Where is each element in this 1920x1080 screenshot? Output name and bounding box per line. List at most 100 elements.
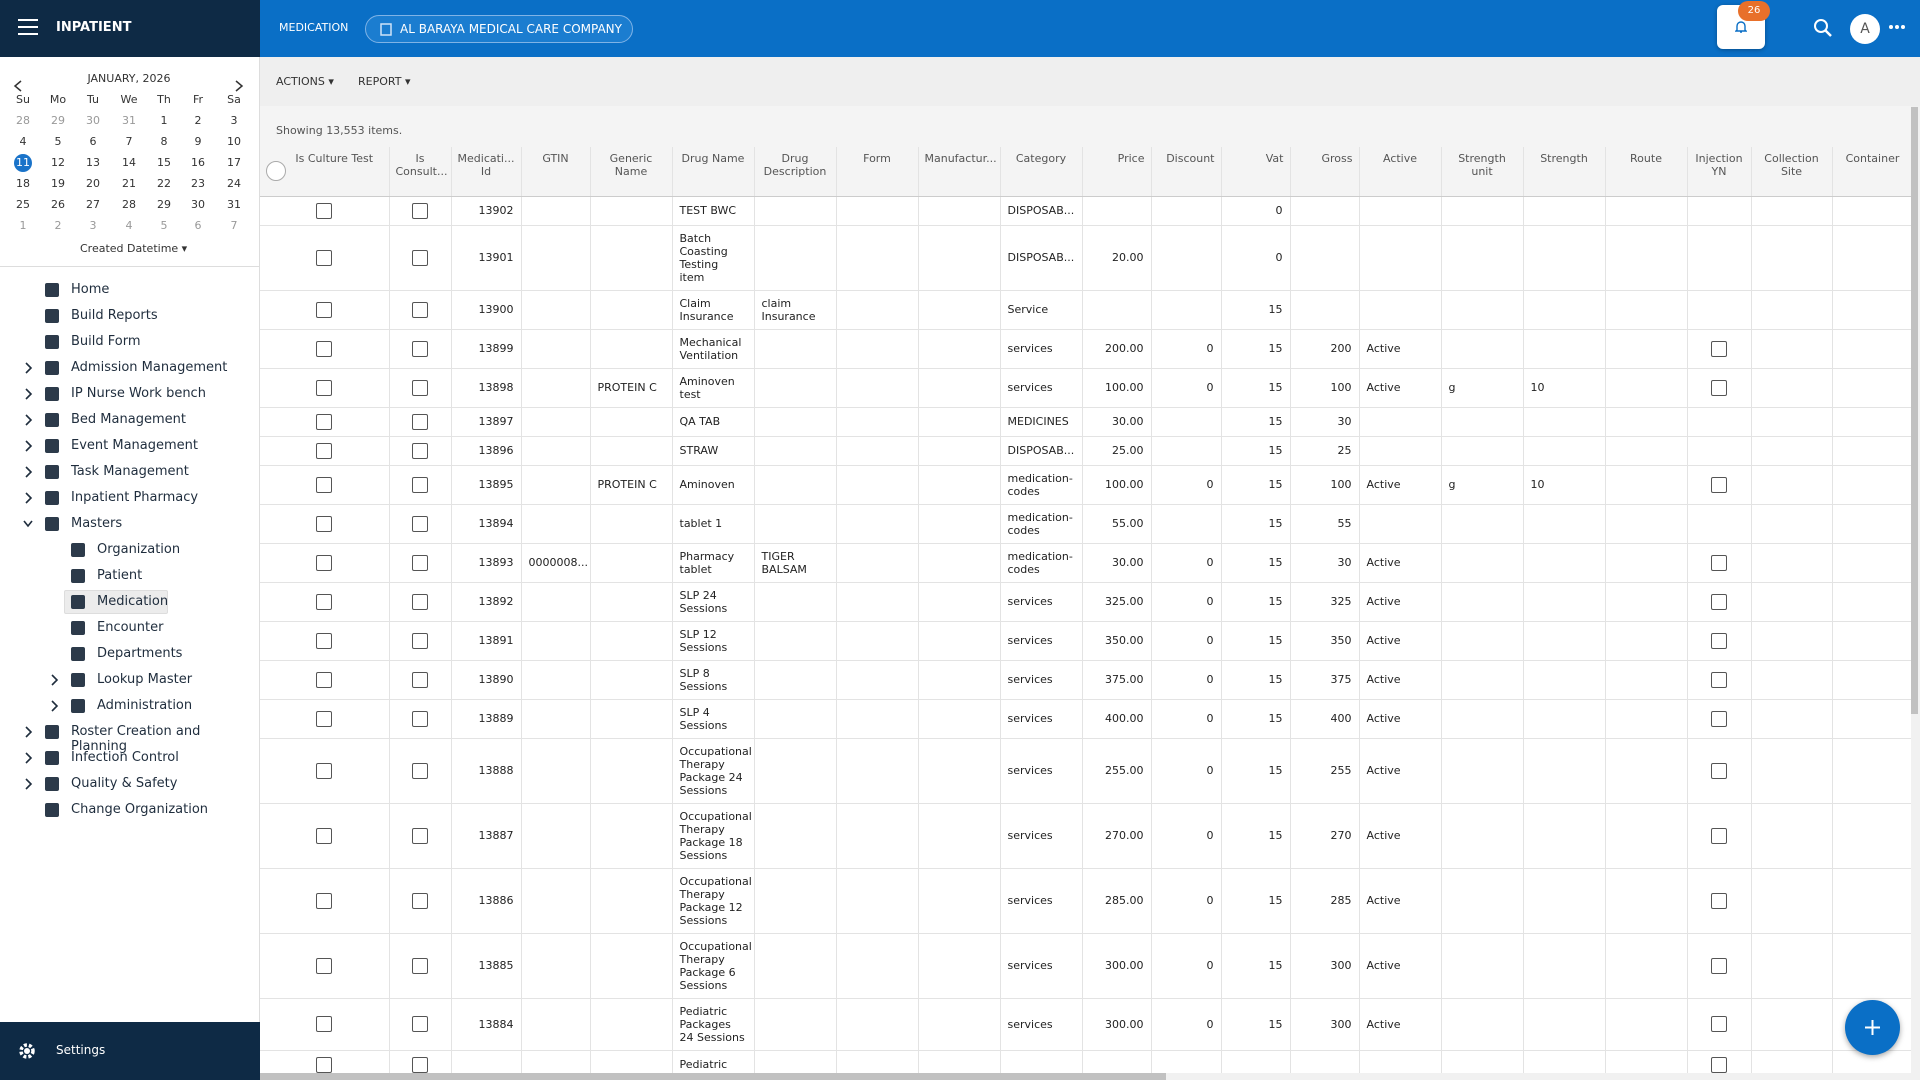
calendar-day[interactable]: 3 [89,219,97,232]
nav-item[interactable]: Infection Control [0,745,260,771]
table-row[interactable]: 13892 SLP 24 Sessions services 325.00 0 15 325… [260,582,1911,622]
table-row[interactable]: 13890 SLP 8 Sessions services 375.00 0 15 375 A… [260,660,1911,700]
checkbox[interactable] [412,442,428,459]
checkbox[interactable] [412,892,428,909]
column-header[interactable]: Active [1359,147,1442,197]
calendar-day[interactable]: 3 [230,114,238,127]
nav-item[interactable]: Masters [0,511,260,537]
table-row[interactable]: 13900 Claim Insurance claim Insurance Servi… [260,290,1911,330]
nav-item[interactable]: Encounter [0,615,260,641]
nav-item[interactable]: Task Management [0,459,260,485]
column-header[interactable]: Collection Site [1751,147,1833,197]
calendar-day[interactable]: 9 [194,135,202,148]
checkbox[interactable] [316,554,333,571]
sort-dropdown[interactable]: Created Datetime ▾ [80,242,188,255]
checkbox[interactable] [316,762,333,779]
table-row[interactable]: 13895 PROTEIN C Aminoven medication-codes 10… [260,465,1911,505]
column-header[interactable]: Vat [1221,147,1291,197]
checkbox[interactable] [412,476,428,493]
checkbox[interactable] [316,632,333,649]
add-button[interactable] [1845,1000,1900,1055]
checkbox[interactable] [412,710,428,727]
checkbox[interactable] [1711,957,1727,974]
nav-item[interactable]: Home [0,277,260,303]
checkbox[interactable] [412,554,428,571]
calendar-day[interactable]: 30 [86,114,100,127]
calendar-day[interactable]: 7 [230,219,238,232]
checkbox[interactable] [412,249,428,266]
checkbox[interactable] [1711,710,1727,727]
select-all[interactable] [266,161,286,181]
nav-expander[interactable] [23,388,33,400]
calendar-day[interactable]: 2 [54,219,62,232]
column-header[interactable]: Price [1082,147,1152,197]
column-header[interactable]: Route [1605,147,1688,197]
checkbox[interactable] [316,957,333,974]
nav-item[interactable]: Administration [0,693,260,719]
company-pill[interactable]: AL BARAYA MEDICAL CARE COMPANY [365,15,633,43]
table-row[interactable]: 13885 Occupational Therapy Package 6 Sess… [260,933,1911,999]
table-row[interactable]: 13902 TEST BWC DISPOSAB... 0 [260,196,1911,226]
calendar-day[interactable]: 16 [191,156,205,169]
checkbox[interactable] [1711,340,1727,357]
nav-item[interactable]: Lookup Master [0,667,260,693]
calendar-day[interactable]: 31 [122,114,136,127]
column-header[interactable]: Category [1000,147,1083,197]
checkbox[interactable] [316,1056,333,1073]
calendar-day[interactable]: 21 [122,177,136,190]
table-row[interactable]: 13886 Occupational Therapy Package 12 Ses… [260,868,1911,934]
calendar-day[interactable]: 8 [160,135,168,148]
checkbox[interactable] [316,202,333,219]
avatar[interactable]: A [1850,14,1880,44]
calendar-day[interactable]: 26 [51,198,65,211]
calendar-day[interactable]: 14 [122,156,136,169]
calendar-day[interactable]: 28 [16,114,30,127]
column-header[interactable]: Container [1832,147,1911,197]
calendar-day[interactable]: 30 [191,198,205,211]
calendar-day[interactable]: 12 [51,156,65,169]
column-header[interactable]: Medicati... Id [451,147,522,197]
table-row[interactable]: 13893 0000008... Pharmacy tablet TIGER BALS… [260,543,1911,583]
table-row[interactable]: 13888 Occupational Therapy Package 24 Ses… [260,738,1911,804]
nav-item[interactable]: Medication [0,589,260,615]
checkbox[interactable] [316,379,333,396]
nav-expander[interactable] [23,466,33,478]
actions-menu[interactable]: ACTIONS ▾ [276,75,334,88]
checkbox[interactable] [316,710,333,727]
checkbox[interactable] [316,301,333,318]
checkbox[interactable] [412,593,428,610]
nav-expander[interactable] [23,414,33,426]
checkbox[interactable] [316,593,333,610]
column-header[interactable]: Strength [1523,147,1606,197]
checkbox[interactable] [412,827,428,844]
calendar-day[interactable]: 6 [194,219,202,232]
column-header[interactable]: Strength unit [1441,147,1524,197]
checkbox[interactable] [1711,554,1727,571]
nav-item[interactable]: Roster Creation and Planning [0,719,260,754]
checkbox[interactable] [1711,379,1727,396]
checkbox[interactable] [412,671,428,688]
checkbox[interactable] [412,957,428,974]
nav-item[interactable]: Change Organization [0,797,260,823]
calendar-day[interactable]: 15 [157,156,171,169]
checkbox[interactable] [316,249,333,266]
nav-expander[interactable] [23,362,33,374]
calendar-day[interactable]: 18 [16,177,30,190]
checkbox[interactable] [1711,632,1727,649]
nav-item[interactable]: Departments [0,641,260,667]
checkbox[interactable] [1711,476,1727,493]
nav-expander[interactable] [23,752,33,764]
nav-expander[interactable] [23,518,33,530]
checkbox[interactable] [1711,827,1727,844]
calendar-day[interactable]: 24 [227,177,241,190]
checkbox[interactable] [316,476,333,493]
column-header[interactable]: Manufactur... [918,147,1001,197]
checkbox[interactable] [1711,762,1727,779]
table-row[interactable]: Pediatric [260,1050,1911,1073]
checkbox[interactable] [412,202,428,219]
calendar-day[interactable]: 10 [227,135,241,148]
table-row[interactable]: 13891 SLP 12 Sessions services 350.00 0 15 350… [260,621,1911,661]
checkbox[interactable] [412,762,428,779]
calendar-day[interactable]: 2 [194,114,202,127]
checkbox[interactable] [412,301,428,318]
